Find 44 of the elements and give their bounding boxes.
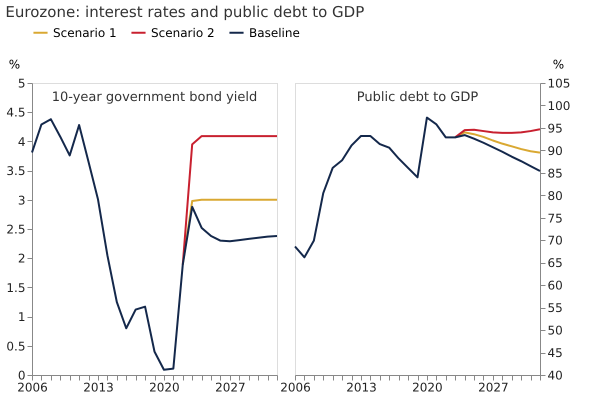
y-tick-label: 0.5 (6, 339, 26, 354)
y-tick-label: 50 (548, 324, 563, 338)
y-tick-label: 4 (18, 134, 26, 149)
y-tick-label: 100 (548, 98, 570, 113)
y-tick-label: 3 (18, 193, 26, 208)
x-tick-label: 2020 (149, 380, 180, 394)
line-series (454, 128, 541, 138)
y-tick-label: 4.5 (6, 106, 26, 120)
annotation: Public debt to GDP (356, 90, 478, 105)
y-tick-label: 60 (548, 278, 563, 293)
x-tick-label: 2027 (215, 380, 246, 394)
legend-label: Baseline (249, 26, 300, 40)
y-tick-label: 0 (18, 368, 26, 382)
chart-title: Eurozone: interest rates and public debt to GDP (5, 3, 364, 21)
legend-label: Scenario 1 (53, 26, 117, 40)
y-tick-label: 70 (548, 234, 563, 248)
y-tick-label: 55 (548, 301, 563, 316)
x-tick-label: 2020 (412, 380, 443, 394)
legend-label: Scenario 2 (151, 26, 215, 40)
y-tick-label: 45 (548, 346, 563, 360)
y-tick-label: 3.5 (6, 164, 26, 178)
annotation: 10-year government bond yield (52, 90, 258, 105)
y-tick-label: 5 (18, 76, 26, 90)
y-tick-label: 2 (18, 252, 26, 266)
y-tick-label: 95 (548, 121, 563, 136)
y-axis-title: % (8, 58, 20, 72)
line-series (294, 116, 541, 258)
y-tick-label: 85 (548, 166, 563, 180)
x-tick-label: 2006 (280, 380, 311, 394)
y-tick-label: 80 (548, 188, 563, 203)
x-tick-label: 2027 (478, 380, 509, 394)
y-tick-label: 40 (548, 368, 563, 382)
y-tick-label: 105 (548, 76, 570, 90)
y-tick-label: 1.5 (6, 280, 26, 295)
y-tick-label: 90 (548, 144, 563, 158)
y-tick-label: 75 (548, 211, 563, 226)
y-tick-label: 2.5 (6, 222, 26, 236)
x-tick-label: 2013 (83, 380, 114, 394)
y-axis-title: % (552, 58, 564, 72)
y-tick-label: 1 (18, 310, 26, 324)
x-tick-label: 2006 (17, 380, 48, 394)
x-tick-label: 2013 (346, 380, 377, 394)
y-tick-label: 65 (548, 256, 563, 270)
line-series (31, 118, 278, 371)
